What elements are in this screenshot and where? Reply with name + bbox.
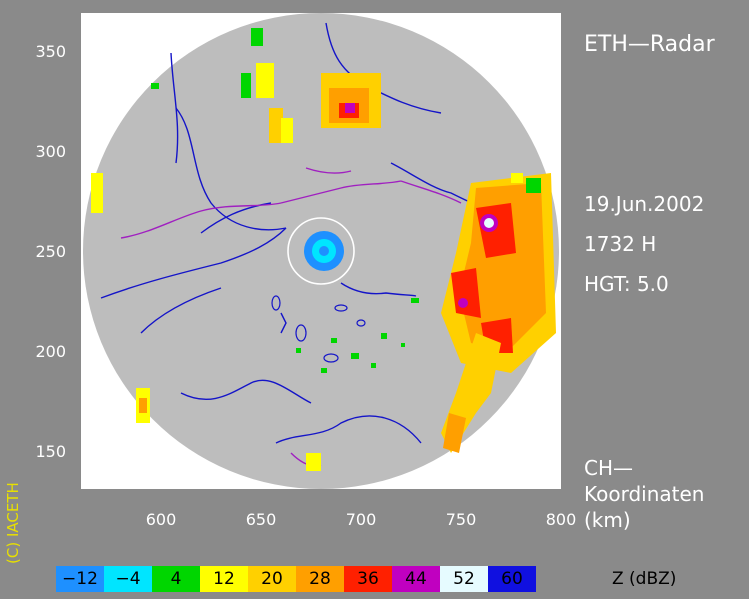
scale-swatch: 36 [344,566,392,592]
scale-swatch: 28 [296,566,344,592]
scale-swatch: 60 [488,566,536,592]
copyright-text: (C) IACETH [4,482,22,564]
x-tick-label: 700 [345,510,377,529]
rivers-layer [100,22,522,444]
scale-swatch: −4 [104,566,152,592]
y-tick-label: 350 [35,42,66,61]
echoes-east [441,173,556,453]
time-label: 1732 H [584,232,657,256]
scale-swatch: 52 [440,566,488,592]
echoes-west [91,173,321,471]
coords-label-line3: (km) [584,508,631,532]
radar-site [287,217,355,285]
scale-unit-label: Z (dBZ) [612,569,677,589]
y-tick-label: 200 [35,342,66,361]
coords-label-line1: CH— [584,456,634,480]
date-label: 19.Jun.2002 [584,192,705,216]
scale-swatch: 20 [248,566,296,592]
color-scale: −12 −4 4 12 20 28 36 44 52 60 [56,566,536,592]
scale-swatch: 12 [200,566,248,592]
radar-map [83,13,559,489]
x-tick-label: 800 [545,510,577,529]
radar-plot [81,13,561,489]
scale-swatch: −12 [56,566,104,592]
x-tick-label: 750 [445,510,477,529]
echoes-scattered [151,83,419,373]
coords-label-line2: Koordinaten [584,482,705,506]
x-tick-label: 600 [145,510,177,529]
scale-swatch: 44 [392,566,440,592]
echoes-north [241,28,381,143]
y-tick-label: 150 [35,442,66,461]
y-tick-label: 250 [35,242,66,261]
y-tick-label: 300 [35,142,66,161]
height-label: HGT: 5.0 [584,272,669,296]
lakes-layer [271,295,366,363]
scale-swatch: 4 [152,566,200,592]
x-tick-label: 650 [245,510,277,529]
radar-title: ETH—Radar [584,32,715,57]
